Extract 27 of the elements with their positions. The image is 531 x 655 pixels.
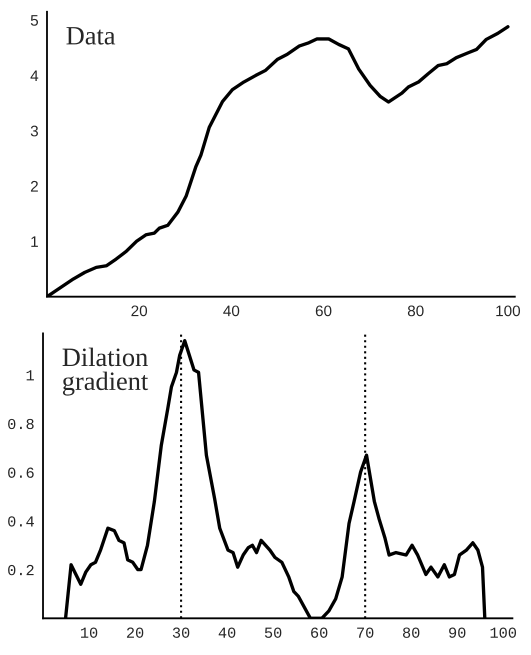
- x-tick-label: 50: [264, 628, 282, 638]
- y-tick-label: 2: [30, 180, 38, 192]
- x-tick-label: 40: [223, 305, 240, 316]
- y-tick-label: 0.6: [8, 468, 34, 478]
- x-tick-label: 100: [496, 305, 520, 316]
- y-tick-label: 3: [30, 126, 38, 136]
- x-tick-label: 80: [402, 628, 420, 638]
- y-tick-label: 1: [31, 236, 38, 247]
- x-tick-label: 30: [172, 628, 190, 638]
- x-tick-label: 10: [80, 628, 98, 638]
- y-tick-label: 1: [26, 370, 34, 380]
- x-tick-label: 70: [357, 628, 374, 638]
- y-tick-label: 5: [30, 15, 38, 26]
- y-tick-label: 0.8: [8, 418, 34, 430]
- text: Dilation gradient: [62, 348, 148, 396]
- x-tick-label: 40: [218, 628, 236, 638]
- x-tick-label: 20: [131, 305, 148, 316]
- y-tick-label: 0.2: [8, 564, 34, 576]
- chart-title: Data: [66, 27, 116, 45]
- x-tick-label: 60: [311, 628, 328, 638]
- y-tick-label: 4: [30, 70, 38, 81]
- x-tick-label: 20: [126, 628, 144, 638]
- x-tick-label: 100: [490, 628, 516, 638]
- x-tick-label: 80: [408, 305, 424, 316]
- y-tick-label: 0.4: [8, 516, 34, 527]
- x-tick-label: 90: [449, 628, 466, 638]
- x-tick-label: 60: [316, 305, 332, 316]
